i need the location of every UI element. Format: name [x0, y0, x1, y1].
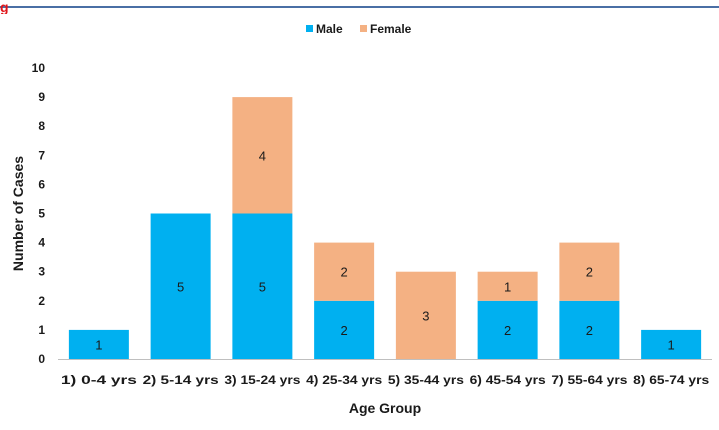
x-axis-title: Age Group — [349, 400, 421, 416]
y-tick-label: 2 — [38, 294, 45, 308]
data-label-male: 2 — [586, 323, 593, 338]
bar-male-7 — [559, 300, 620, 359]
x-tick-label: 1) 0-4 yrs — [61, 373, 137, 387]
y-tick-label: 1 — [38, 323, 45, 337]
legend-label-male: Male — [316, 22, 343, 36]
bars: 1 5 5 4 2 2 3 2 1 2 2 1 — [68, 97, 702, 359]
bar-male-8 — [641, 329, 702, 359]
bar-male-2 — [150, 213, 211, 359]
y-tick-label: 0 — [38, 352, 45, 366]
y-tick-label: 6 — [38, 177, 45, 191]
data-label-male: 1 — [95, 337, 102, 352]
data-label-female: 4 — [259, 148, 266, 163]
y-tick-label: 4 — [38, 236, 45, 250]
y-tick-label: 10 — [32, 61, 46, 75]
bar-female-3 — [232, 97, 293, 214]
bar-female-5 — [395, 271, 456, 359]
x-tick-label: 5) 35-44 yrs — [388, 373, 464, 387]
x-tick-label: 6) 45-54 yrs — [470, 373, 546, 387]
data-label-male: 2 — [341, 323, 348, 338]
data-label-male: 5 — [259, 279, 266, 294]
data-label-female: 2 — [341, 265, 348, 280]
header-rule — [0, 6, 719, 8]
x-tick-label: 7) 55-64 yrs — [551, 373, 627, 387]
legend-swatch-male — [306, 25, 313, 32]
y-tick-label: 7 — [38, 148, 45, 162]
bar-female-4 — [314, 242, 375, 301]
x-tick-label: 8) 65-74 yrs — [633, 373, 709, 387]
bar-male-4 — [314, 300, 375, 359]
data-label-male: 1 — [668, 337, 675, 352]
y-tick-label: 9 — [38, 90, 45, 104]
legend: Male Female — [306, 22, 412, 36]
y-tick-label: 3 — [38, 265, 45, 279]
bar-male-3 — [232, 213, 293, 359]
x-tick-label: 4) 25-34 yrs — [306, 373, 382, 387]
y-tick-label: 5 — [38, 207, 45, 221]
data-label-male: 5 — [177, 279, 184, 294]
data-label-female: 1 — [504, 279, 511, 294]
data-label-male: 2 — [504, 323, 511, 338]
x-axis-ticks: 1) 0-4 yrs 2) 5-14 yrs 3) 15-24 yrs 4) 25-3… — [61, 373, 710, 387]
bar-female-6 — [477, 271, 538, 301]
y-axis-title: Number of Cases — [10, 156, 26, 271]
x-tick-label: 3) 15-24 yrs — [224, 373, 300, 387]
x-tick-label: 2) 5-14 yrs — [143, 373, 219, 387]
legend-label-female: Female — [370, 22, 412, 36]
bar-male-1 — [68, 329, 129, 359]
y-axis-ticks: 0 1 2 3 4 5 6 7 8 9 10 — [32, 61, 46, 366]
bar-female-7 — [559, 242, 620, 301]
data-label-female: 3 — [422, 308, 429, 323]
bar-male-6 — [477, 300, 538, 359]
corner-mark: g — [0, 0, 9, 14]
data-label-female: 2 — [586, 265, 593, 280]
legend-swatch-female — [360, 25, 367, 32]
y-tick-label: 8 — [38, 119, 45, 133]
